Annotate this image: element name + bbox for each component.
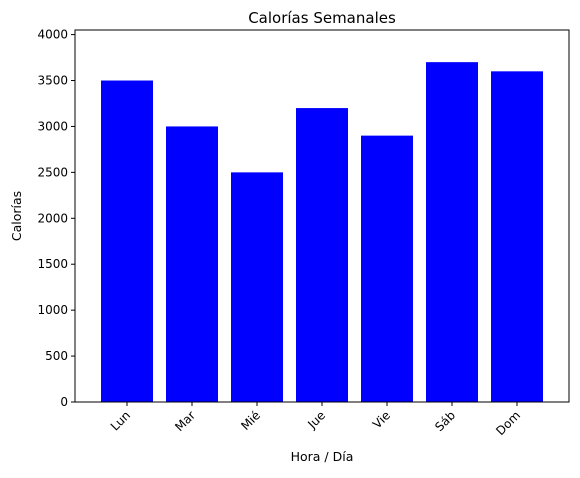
x-axis-label: Hora / Día (291, 449, 354, 464)
y-tick-label: 3500 (37, 74, 68, 88)
x-tick-label: Mar (172, 408, 198, 434)
chart-title: Calorías Semanales (248, 9, 396, 27)
bar-5 (426, 62, 478, 403)
y-axis-label: Calorías (9, 191, 24, 241)
bar-6 (491, 71, 543, 402)
y-tick-label: 1000 (37, 303, 68, 317)
bar-3 (296, 108, 348, 402)
y-tick-label: 0 (60, 395, 68, 409)
x-tick-label: Jue (304, 408, 328, 432)
x-tick-label: Lun (108, 408, 133, 433)
y-tick-label: 4000 (37, 28, 68, 42)
y-axis: 0 500 1000 1500 2000 2500 3000 3500 4000 (37, 28, 75, 409)
x-tick-label: Vie (370, 408, 393, 431)
bar-2 (231, 172, 283, 402)
bar-4 (361, 135, 413, 402)
bar-0 (101, 80, 153, 403)
y-tick-label: 2500 (37, 165, 68, 179)
y-tick-label: 2000 (37, 211, 68, 225)
bar-1 (166, 126, 218, 402)
x-axis: Lun Mar Mié Jue Vie Sáb Dom (108, 402, 523, 438)
bars-layer (101, 62, 543, 403)
x-tick-label: Mié (238, 408, 263, 433)
y-tick-label: 1500 (37, 257, 68, 271)
y-tick-label: 3000 (37, 119, 68, 133)
y-tick-label: 500 (45, 349, 68, 363)
x-tick-label: Dom (493, 408, 523, 438)
x-tick-label: Sáb (432, 408, 458, 434)
plot-frame (74, 29, 570, 403)
